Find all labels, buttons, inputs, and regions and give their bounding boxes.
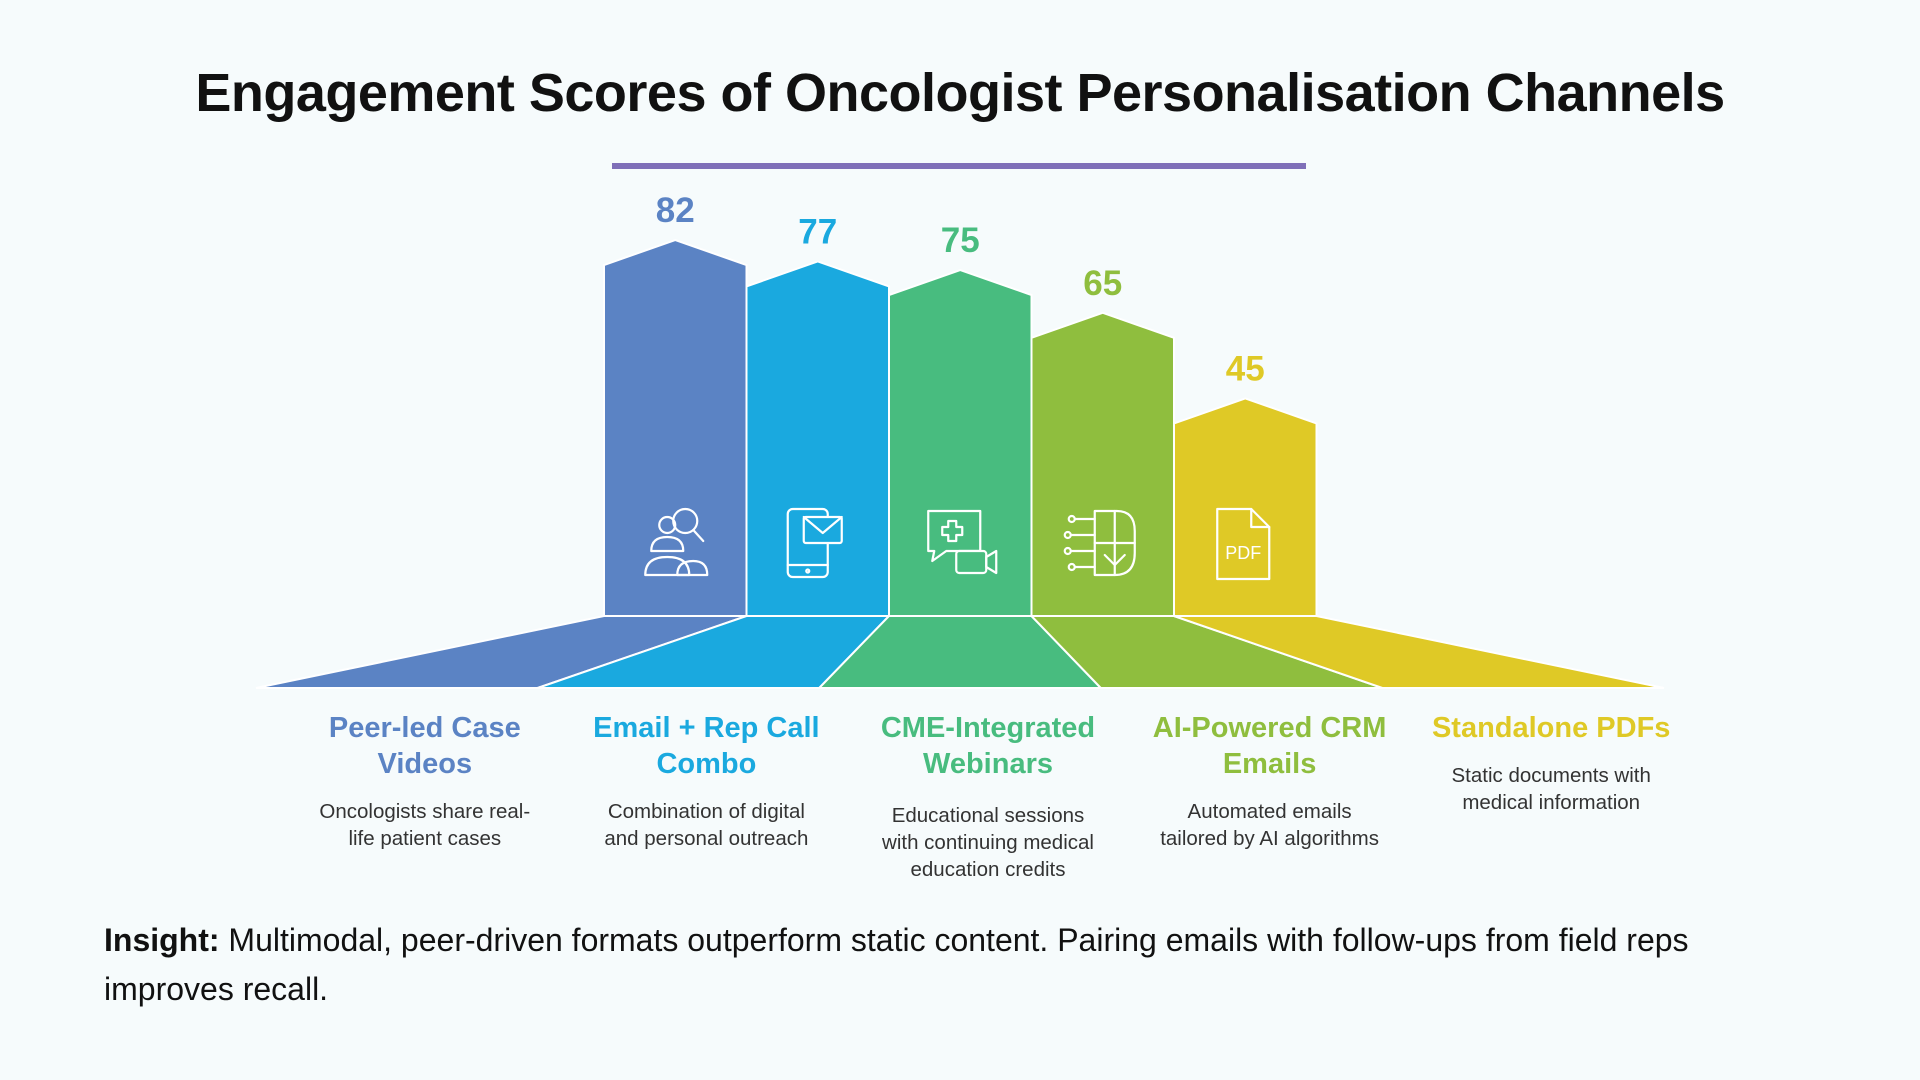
category-description-line: life patient cases xyxy=(348,827,502,850)
value-label-4: 65 xyxy=(1083,264,1122,303)
pdf-document-icon: PDF xyxy=(1216,507,1271,581)
ai-brain-circuit-icon xyxy=(1063,509,1136,577)
category-label-3: CME-Integrated Webinars xyxy=(848,710,1128,782)
bar-5 xyxy=(1173,397,1318,617)
insight-text: Insight: Multimodal, peer-driven formats… xyxy=(104,916,1824,1014)
pdf-glyph-text: PDF xyxy=(1225,543,1261,563)
category-label-1: Peer-led Case Videos xyxy=(285,710,565,782)
category-description-line: education credits xyxy=(910,858,1066,881)
category-label-5: Standalone PDFs xyxy=(1411,710,1691,746)
perspective-floor xyxy=(255,615,1665,689)
category-description-line: Oncologists share real- xyxy=(319,800,531,823)
bar-1 xyxy=(603,238,748,617)
category-description-line: Automated emails xyxy=(1187,800,1352,823)
category-description-line: Static documents with xyxy=(1451,764,1651,787)
category-label-line: CME-Integrated xyxy=(880,712,1096,744)
category-label-line: Webinars xyxy=(922,748,1053,780)
value-label-2: 77 xyxy=(798,212,837,251)
value-label-3: 75 xyxy=(941,221,980,260)
value-label-5: 45 xyxy=(1226,349,1265,388)
bar-3 xyxy=(888,268,1033,617)
icons-group: PDF xyxy=(644,507,1271,581)
category-label-line: Standalone PDFs xyxy=(1431,712,1671,744)
category-description-line: and personal outreach xyxy=(604,827,809,850)
value-label-1: 82 xyxy=(656,191,695,230)
category-description-5: Static documents with medical information xyxy=(1411,762,1691,816)
category-description-line: Educational sessions xyxy=(891,804,1085,827)
category-label-line: Peer-led Case xyxy=(328,712,521,744)
category-description-line: Combination of digital xyxy=(607,800,805,823)
value-labels-group: 82 77 75 65 45 xyxy=(656,191,1265,388)
mobile-email-icon xyxy=(786,507,843,579)
insight-label: Insight: xyxy=(104,922,220,958)
category-description-2: Combination of digital and personal outre… xyxy=(566,798,846,852)
insight-body: Multimodal, peer-driven formats outperfo… xyxy=(104,922,1689,1007)
bar-4 xyxy=(1030,311,1175,617)
category-label-2: Email + Rep Call Combo xyxy=(566,710,846,782)
medical-video-chat-icon xyxy=(927,509,998,575)
chart-title: Engagement Scores of Oncologist Personal… xyxy=(195,63,1725,123)
category-label-line: Email + Rep Call xyxy=(593,712,820,744)
category-description-line: with continuing medical xyxy=(882,831,1094,854)
category-description-line: tailored by AI algorithms xyxy=(1160,827,1379,850)
category-label-4: AI-Powered CRM Emails xyxy=(1130,710,1410,782)
doctor-search-icon xyxy=(644,507,709,577)
category-description-1: Oncologists share real-life patient case… xyxy=(285,798,565,852)
bars-group xyxy=(603,238,1318,617)
category-label-line: AI-Powered CRM xyxy=(1152,712,1387,744)
category-description-4: Automated emails tailored by AI algorithm… xyxy=(1130,798,1410,852)
category-description-line: medical information xyxy=(1462,791,1641,814)
category-label-line: Videos xyxy=(377,748,473,780)
category-label-line: Emails xyxy=(1222,748,1317,780)
bar-2 xyxy=(745,260,890,617)
category-label-line: Combo xyxy=(656,748,757,780)
category-description-3: Educational sessions with continuing medi… xyxy=(848,802,1128,883)
